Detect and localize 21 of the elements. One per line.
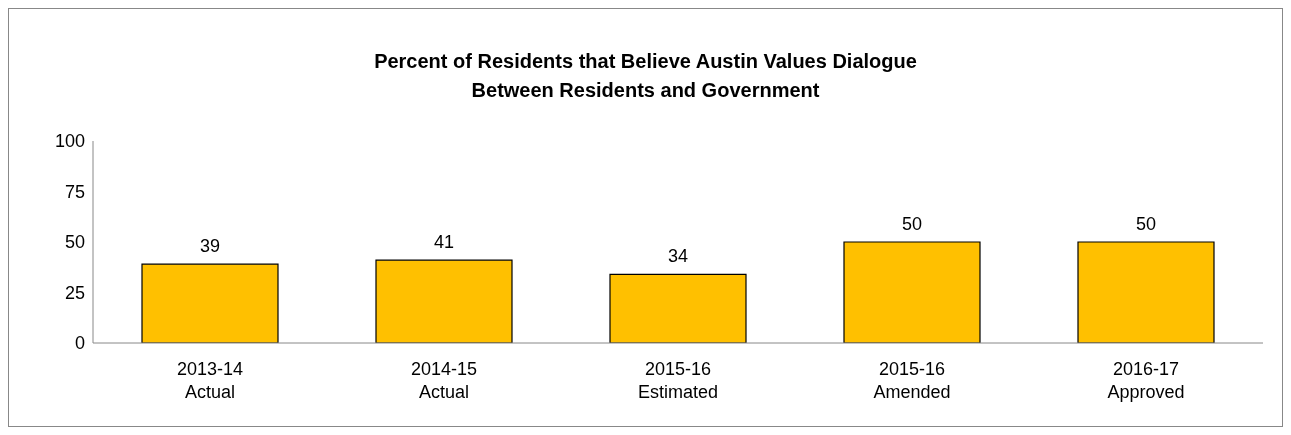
data-label: 50 <box>901 214 923 234</box>
y-tick-label: 50 <box>64 232 85 253</box>
data-label: 50 <box>1135 214 1157 234</box>
bar <box>1077 241 1215 343</box>
bar <box>843 241 981 343</box>
bar <box>141 263 279 343</box>
y-tick-label: 25 <box>64 282 85 303</box>
chart-title: Percent of Residents that Believe Austin Values Dialogue Between Residents and Government <box>373 49 918 103</box>
y-tick-label: 75 <box>64 181 85 202</box>
x-tick-label: 2015-16 Amended <box>873 359 951 402</box>
y-tick-label: 0 <box>74 333 85 354</box>
x-tick-label: 2015-16 Estimated <box>637 359 719 402</box>
data-label: 34 <box>667 246 689 267</box>
x-tick-label: 2016-17 Approved <box>1107 359 1185 402</box>
data-label: 41 <box>433 232 455 253</box>
y-tick-label: 100 <box>54 131 85 152</box>
x-tick-label: 2013-14 Actual <box>176 359 244 402</box>
x-tick-label: 2014-15 Actual <box>410 359 478 402</box>
bar <box>375 259 513 343</box>
bar <box>609 273 747 343</box>
data-label: 39 <box>199 236 221 257</box>
